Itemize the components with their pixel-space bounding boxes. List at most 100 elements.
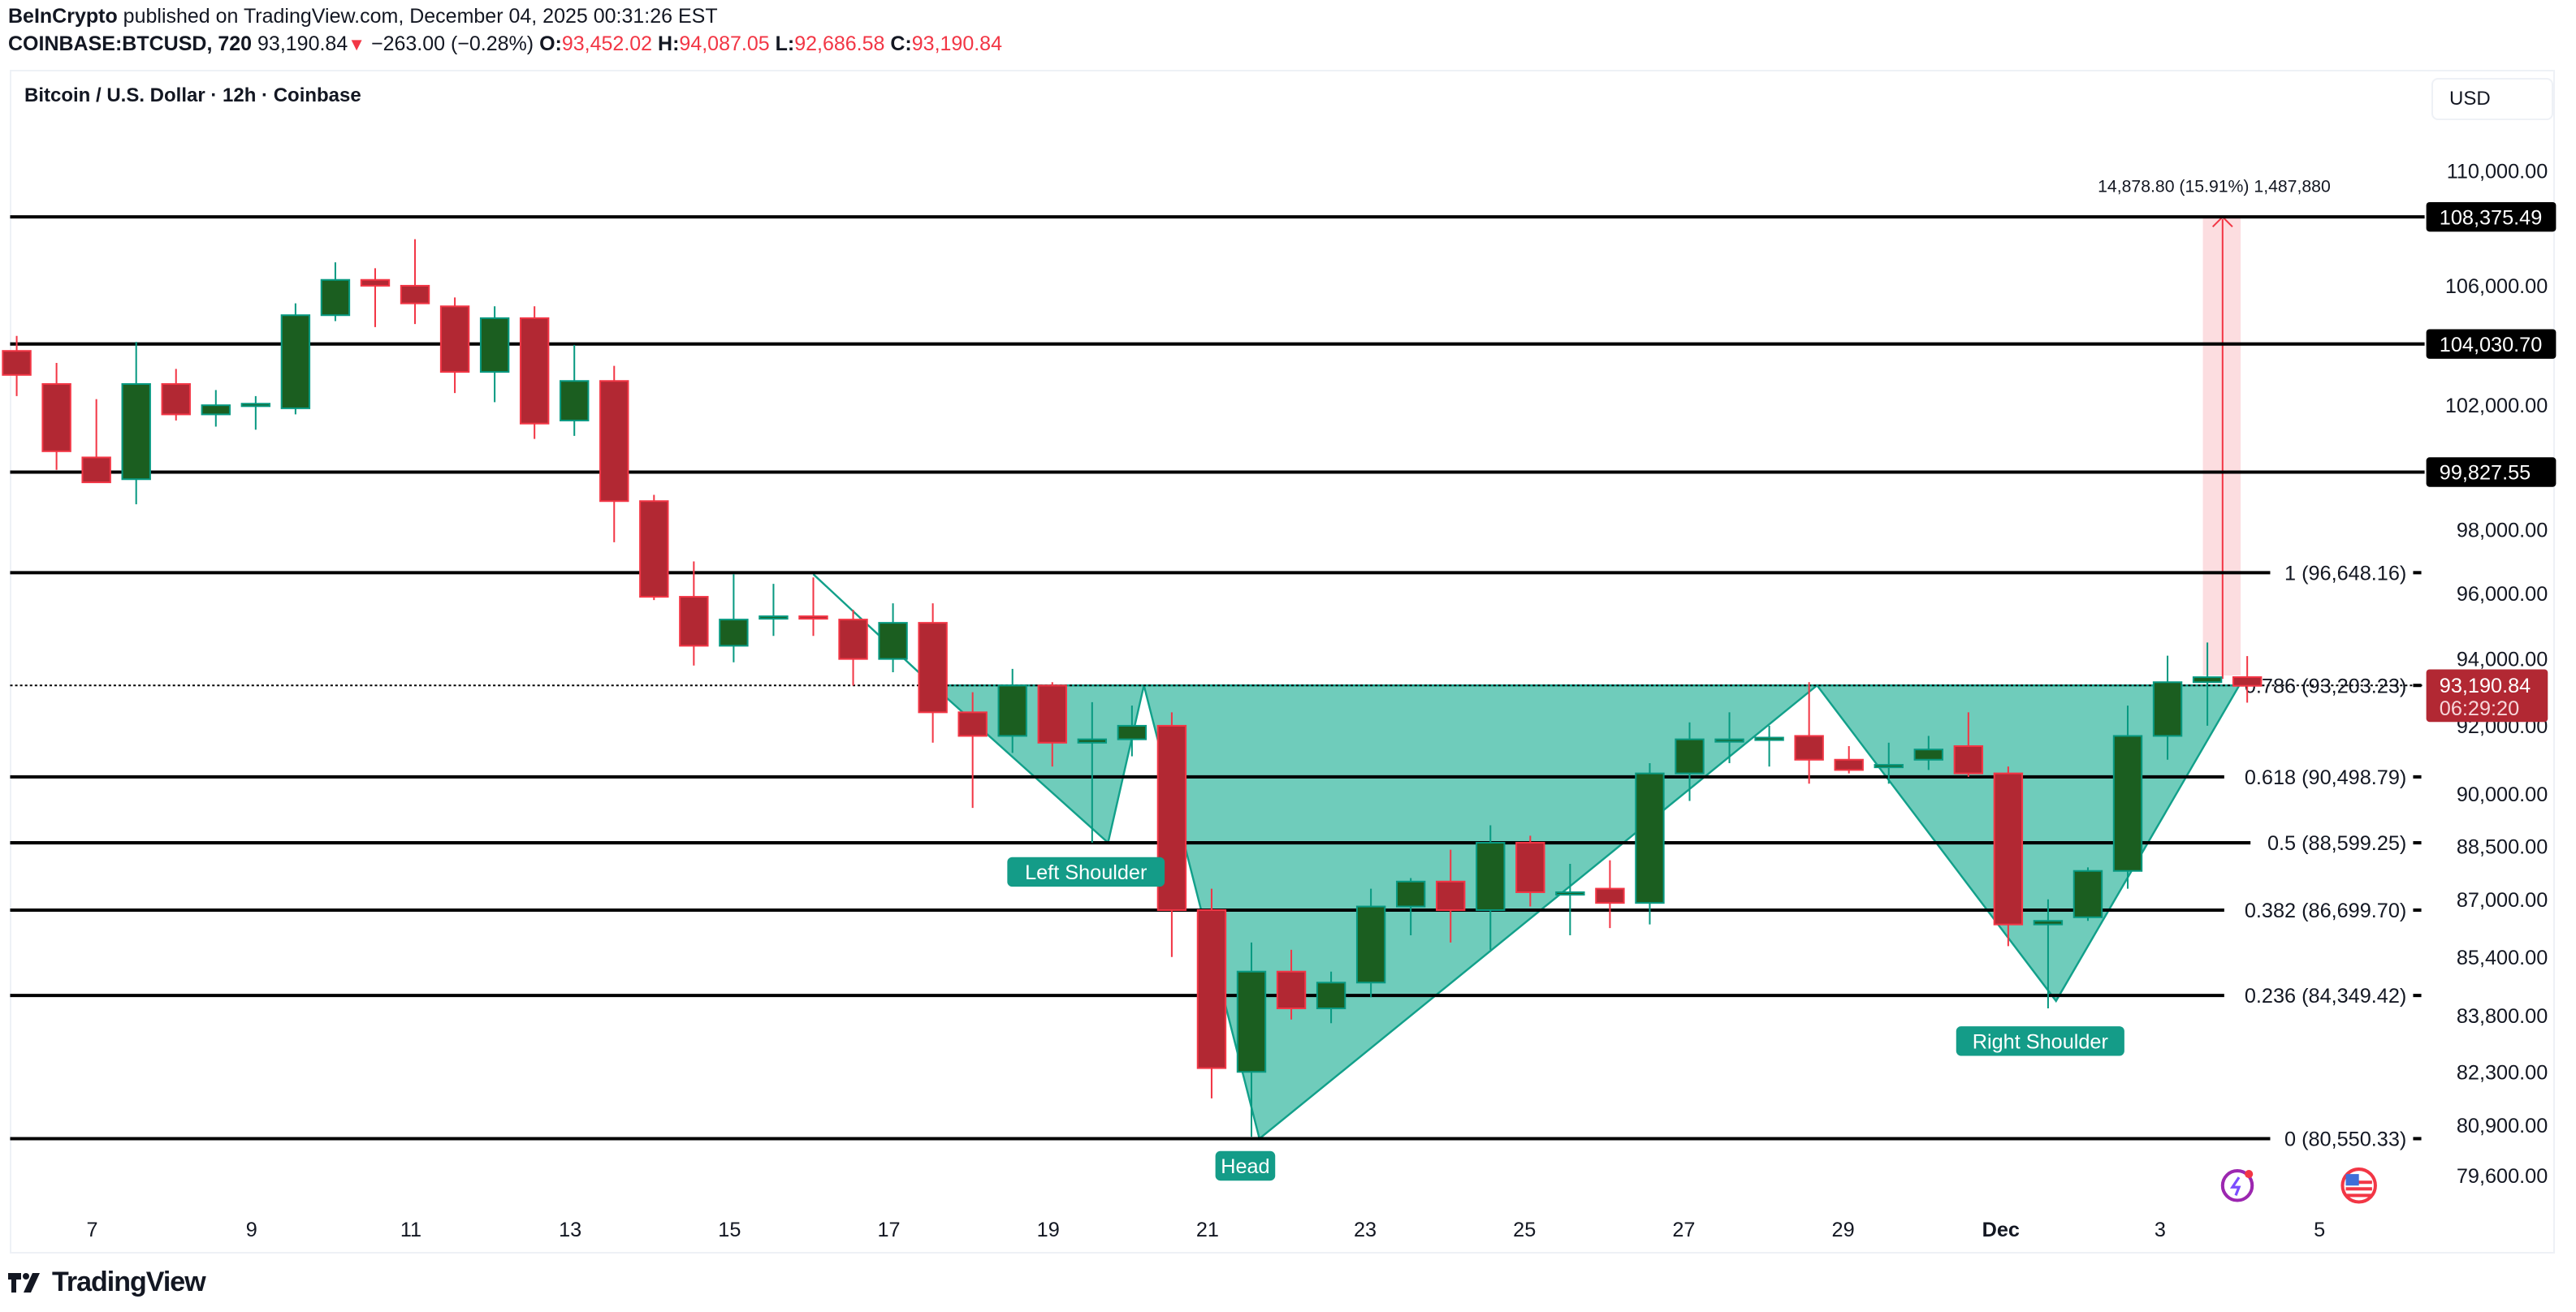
candle-body[interactable] bbox=[201, 404, 231, 416]
price-change: −263.00 (−0.28%) bbox=[370, 32, 534, 55]
price-range-box[interactable] bbox=[2202, 217, 2241, 676]
right-shoulder-label-bg bbox=[1956, 1026, 2124, 1056]
candle-body[interactable] bbox=[1754, 736, 1784, 741]
price-axis-label: 98,000.00 bbox=[2457, 519, 2548, 542]
candle-body[interactable] bbox=[519, 317, 550, 425]
candle-body[interactable] bbox=[240, 403, 271, 408]
chart-title: Bitcoin / U.S. Dollar · 12h · Coinbase bbox=[24, 84, 361, 106]
open-label: O: bbox=[539, 32, 562, 55]
fib-level-label: 1 (96,648.16) bbox=[2284, 562, 2406, 585]
candle-body[interactable] bbox=[1874, 764, 1904, 769]
ai-assistant-icon[interactable] bbox=[2220, 1169, 2254, 1202]
high-value: 94,087.05 bbox=[679, 32, 770, 55]
candle-body[interactable] bbox=[1595, 887, 1625, 904]
time-axis-label: 3 bbox=[2155, 1219, 2166, 1241]
candle-body[interactable] bbox=[439, 305, 470, 373]
candle-body[interactable] bbox=[679, 596, 709, 647]
symbol-label[interactable]: COINBASE:BTCUSD, 720 bbox=[8, 32, 253, 55]
candle-body[interactable] bbox=[1436, 880, 1466, 911]
open-value: 93,452.02 bbox=[561, 32, 653, 55]
time-axis-label: 5 bbox=[2314, 1219, 2325, 1241]
candle-body[interactable] bbox=[560, 380, 590, 421]
time-axis-label: 25 bbox=[1513, 1219, 1536, 1241]
time-axis-label: 19 bbox=[1037, 1219, 1060, 1241]
candle-body[interactable] bbox=[838, 619, 868, 660]
candle-body[interactable] bbox=[1236, 970, 1267, 1073]
logo-text: TradingView bbox=[52, 1267, 206, 1297]
candle-body[interactable] bbox=[1395, 880, 1426, 908]
candle-body[interactable] bbox=[1196, 908, 1227, 1069]
price-axis-label: 80,900.00 bbox=[2457, 1115, 2548, 1137]
published-text: published on TradingView.com, December 0… bbox=[117, 5, 718, 28]
price-axis-label: 87,000.00 bbox=[2457, 889, 2548, 912]
candle-body[interactable] bbox=[1077, 738, 1108, 744]
fib-level-label: 0.618 (90,498.79) bbox=[2245, 766, 2406, 789]
currency-button[interactable]: USD bbox=[2431, 78, 2553, 120]
chart-frame bbox=[10, 70, 2555, 1254]
candle-body[interactable] bbox=[81, 456, 111, 484]
us-flag-icon[interactable] bbox=[2340, 1167, 2377, 1204]
right-shoulder-label: Right Shoulder bbox=[1973, 1030, 2108, 1053]
candle-body[interactable] bbox=[2152, 681, 2183, 737]
candle-body[interactable] bbox=[1675, 738, 1705, 775]
candle-body[interactable] bbox=[798, 615, 828, 620]
candle-body[interactable] bbox=[599, 380, 629, 503]
candle-body[interactable] bbox=[957, 711, 988, 737]
candle-body[interactable] bbox=[878, 622, 908, 660]
candle-body[interactable] bbox=[759, 615, 789, 620]
close-value: 93,190.84 bbox=[911, 32, 1002, 55]
candle-body[interactable] bbox=[1714, 738, 1744, 743]
candle-body[interactable] bbox=[1117, 724, 1148, 740]
candle-body[interactable] bbox=[1635, 772, 1665, 904]
candle-body[interactable] bbox=[1476, 842, 1506, 911]
candle-body[interactable] bbox=[719, 619, 749, 647]
candle-body[interactable] bbox=[2033, 920, 2064, 926]
candle-body[interactable] bbox=[997, 684, 1027, 737]
candle-body[interactable] bbox=[2192, 676, 2223, 684]
head-label-bg bbox=[1215, 1150, 1276, 1181]
symbol-ohlc-bar: COINBASE:BTCUSD, 720 93,190.84▼ −263.00 … bbox=[8, 32, 1002, 56]
candle-body[interactable] bbox=[2, 350, 32, 376]
candle-body[interactable] bbox=[1953, 744, 1984, 775]
candle-body[interactable] bbox=[2112, 735, 2143, 872]
candle-body[interactable] bbox=[41, 382, 71, 452]
candle-body[interactable] bbox=[2072, 870, 2103, 918]
candle-body[interactable] bbox=[320, 278, 351, 317]
candle-body[interactable] bbox=[2232, 676, 2263, 687]
candle-body[interactable] bbox=[1834, 758, 1864, 771]
fib-level-label: 0.236 (84,349.42) bbox=[2245, 985, 2406, 1008]
candle-body[interactable] bbox=[1037, 684, 1067, 744]
candle-body[interactable] bbox=[918, 622, 948, 714]
price-axis-label: 110,000.00 bbox=[2447, 160, 2548, 183]
candle-body[interactable] bbox=[1355, 905, 1386, 984]
time-axis-label: Dec bbox=[1982, 1219, 2020, 1241]
countdown-label: 06:29:20 bbox=[2440, 697, 2519, 720]
time-axis-label: 9 bbox=[246, 1219, 257, 1241]
candle-body[interactable] bbox=[1316, 982, 1346, 1010]
tradingview-logo[interactable]: TradingView bbox=[8, 1267, 206, 1298]
price-axis-label: 83,800.00 bbox=[2457, 1005, 2548, 1028]
candle-body[interactable] bbox=[1555, 891, 1585, 896]
candle-body[interactable] bbox=[1515, 842, 1545, 893]
candle-body[interactable] bbox=[1993, 772, 2024, 926]
candle-body[interactable] bbox=[360, 278, 391, 287]
inverse-head-shoulders-pattern[interactable] bbox=[930, 684, 2241, 1141]
candle-body[interactable] bbox=[1794, 735, 1824, 761]
candle-body[interactable] bbox=[121, 382, 151, 481]
price-axis-label: 106,000.00 bbox=[2445, 275, 2548, 298]
level-price-label: 108,375.49 bbox=[2440, 206, 2542, 229]
candle-body[interactable] bbox=[161, 382, 191, 416]
price-axis-label: 85,400.00 bbox=[2457, 947, 2548, 969]
candle-body[interactable] bbox=[639, 500, 669, 598]
price-axis-label: 90,000.00 bbox=[2457, 783, 2548, 806]
low-value: 92,686.58 bbox=[794, 32, 885, 55]
candle-body[interactable] bbox=[1276, 970, 1307, 1010]
time-axis-label: 21 bbox=[1196, 1219, 1219, 1241]
candle-body[interactable] bbox=[479, 317, 510, 373]
candle-body[interactable] bbox=[280, 314, 311, 409]
candle-body[interactable] bbox=[1913, 749, 1943, 761]
last-price-tag bbox=[2426, 669, 2548, 723]
candle-body[interactable] bbox=[400, 284, 430, 304]
time-axis-label: 11 bbox=[400, 1219, 421, 1241]
